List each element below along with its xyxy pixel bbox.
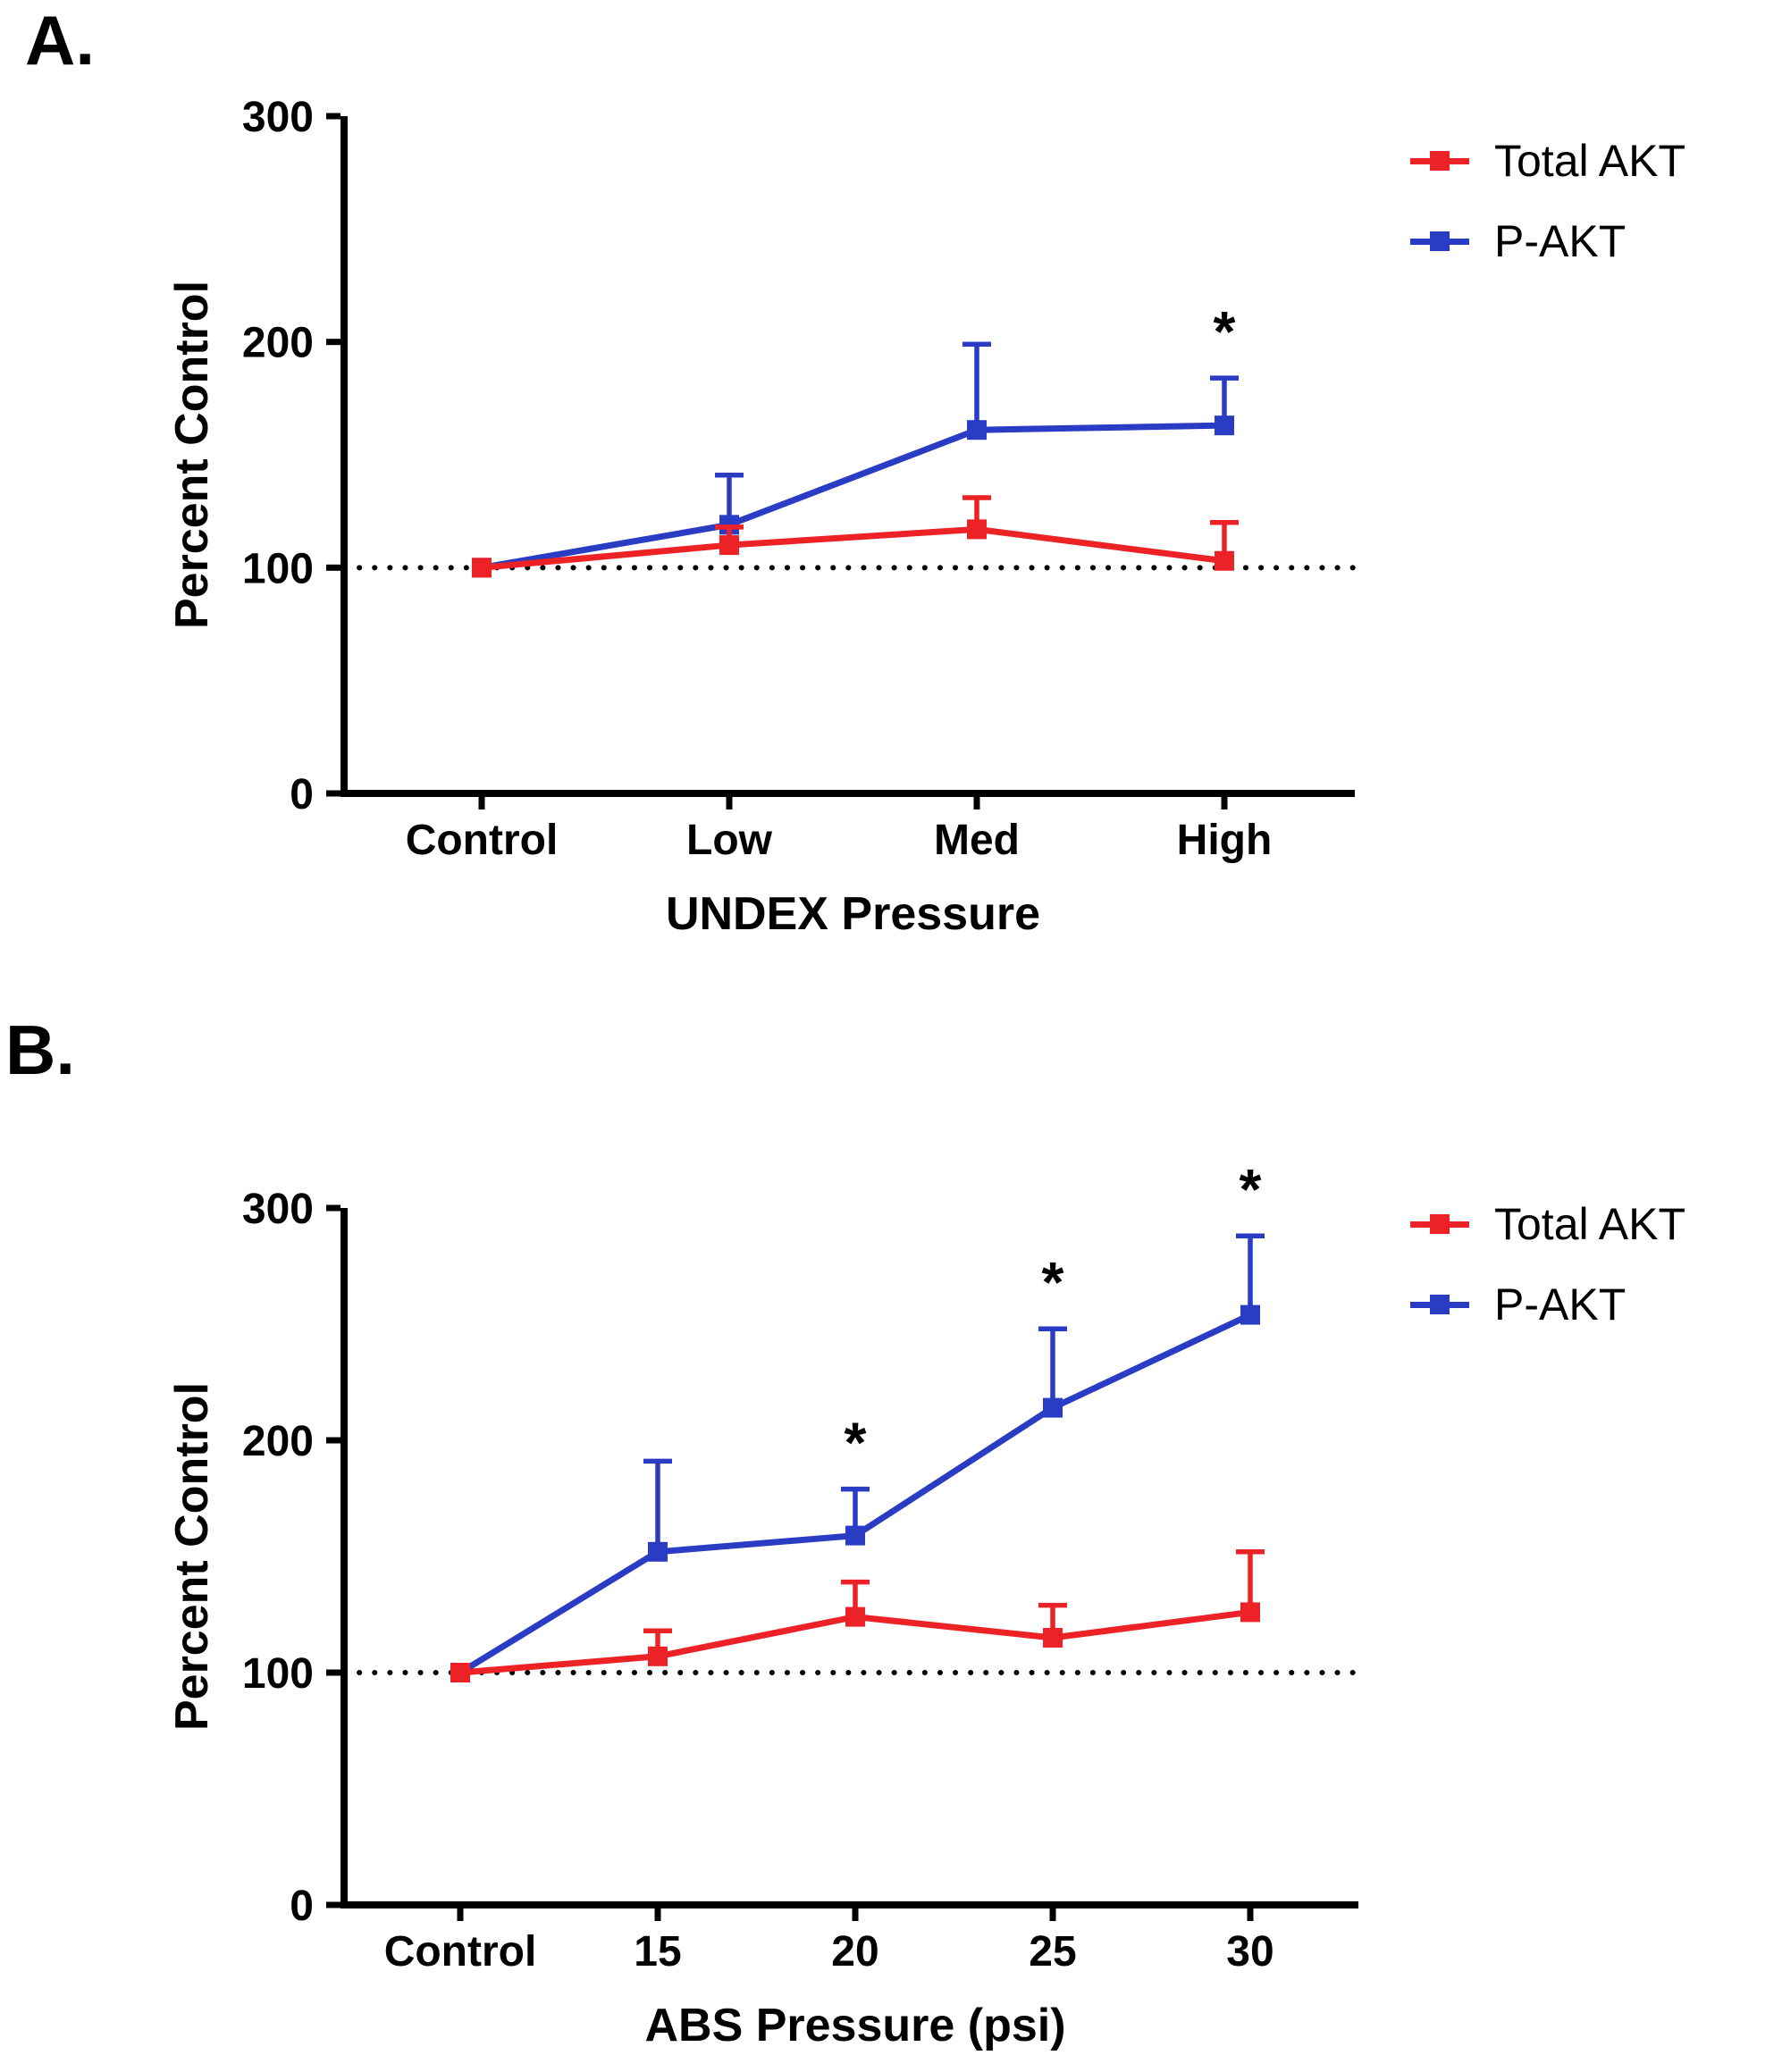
p-akt-marker-icon xyxy=(1410,231,1469,252)
y-axis-title: Percent Control xyxy=(166,281,218,629)
panel-b-label: B. xyxy=(5,1011,75,1089)
y-tick-label: 300 xyxy=(242,94,314,141)
y-tick-label: 0 xyxy=(290,1883,314,1930)
legend-label: P-AKT xyxy=(1494,1279,1626,1330)
data-point-marker xyxy=(1240,1304,1260,1325)
data-point-marker xyxy=(472,558,492,578)
y-tick-label: 300 xyxy=(242,1186,314,1233)
x-tick-label: Med xyxy=(934,817,1020,864)
data-point-marker xyxy=(967,519,987,540)
data-point-marker xyxy=(967,420,987,440)
legend-item-p-akt: P-AKT xyxy=(1410,1279,1685,1330)
panel-a-label: A. xyxy=(25,1,95,80)
data-point-marker xyxy=(1043,1397,1063,1418)
p-akt-marker-icon xyxy=(1410,1294,1469,1315)
legend-label: Total AKT xyxy=(1494,136,1685,186)
series-line xyxy=(481,525,1225,571)
y-tick-label: 100 xyxy=(242,1650,314,1698)
series-line xyxy=(481,422,1225,571)
series-p-akt xyxy=(472,341,1239,578)
total-akt-marker-icon xyxy=(1410,150,1469,172)
data-point-marker xyxy=(648,1646,668,1666)
legend-item-p-akt: P-AKT xyxy=(1410,216,1685,266)
x-tick-label: 15 xyxy=(634,1928,681,1976)
data-point-marker xyxy=(845,1606,865,1627)
panel-a-legend: Total AKT P-AKT xyxy=(1410,136,1685,266)
y-tick-label: 100 xyxy=(242,545,314,592)
series-total-akt xyxy=(450,1549,1265,1682)
data-point-marker xyxy=(1215,550,1234,571)
x-tick-label: 20 xyxy=(831,1928,878,1976)
y-tick-label: 200 xyxy=(242,320,314,367)
x-tick-label: Control xyxy=(384,1928,537,1976)
data-point-marker xyxy=(450,1663,470,1682)
significance-asterisk: * xyxy=(1042,1250,1064,1314)
legend-item-total-akt: Total AKT xyxy=(1410,136,1685,186)
y-tick-label: 0 xyxy=(290,771,314,818)
data-point-marker xyxy=(845,1525,865,1546)
data-point-marker xyxy=(1215,415,1234,436)
x-tick-label: High xyxy=(1177,817,1273,864)
x-tick-label: 30 xyxy=(1226,1928,1273,1976)
panel-b-legend: Total AKT P-AKT xyxy=(1410,1199,1685,1330)
x-axis-title: ABS Pressure (psi) xyxy=(644,2000,1065,2051)
panel-b-chart: 0 100 200 300 Control 15 20 25 30 ABS Pressure (p… xyxy=(166,1157,1361,2051)
legend-label: P-AKT xyxy=(1494,216,1626,266)
y-tick-label: 200 xyxy=(242,1418,314,1465)
data-point-marker xyxy=(719,535,739,556)
panel-a-chart: 0 100 200 300 Control Low Med High UNDEX Pressur… xyxy=(166,94,1358,940)
series-total-akt xyxy=(472,495,1239,578)
significance-asterisk: * xyxy=(1214,299,1236,364)
total-akt-marker-icon xyxy=(1410,1213,1469,1235)
data-point-marker xyxy=(1043,1628,1063,1648)
x-tick-label: Low xyxy=(686,817,773,864)
data-point-marker xyxy=(648,1541,668,1562)
x-tick-label: Control xyxy=(406,817,559,864)
x-tick-label: 25 xyxy=(1029,1928,1076,1976)
legend-item-total-akt: Total AKT xyxy=(1410,1199,1685,1249)
significance-asterisk: * xyxy=(845,1411,867,1475)
significance-asterisk: * xyxy=(1240,1157,1262,1221)
legend-label: Total AKT xyxy=(1494,1199,1685,1249)
x-axis-title: UNDEX Pressure xyxy=(666,888,1040,940)
data-point-marker xyxy=(1240,1602,1260,1623)
y-axis-title: Percent Control xyxy=(166,1382,218,1731)
